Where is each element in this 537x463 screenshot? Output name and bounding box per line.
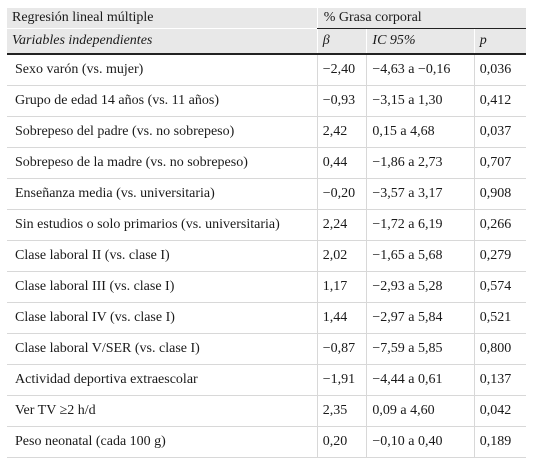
table-row: Sexo varón (vs. mujer) −2,40 −4,63 a −0,16…	[7, 54, 526, 86]
cell-p: 0,189	[473, 426, 526, 458]
cell-p: 0,908	[473, 178, 526, 210]
cell-p: 0,042	[473, 395, 526, 427]
table-row: Ver TV ≥2 h/d 2,35 0,09 a 4,60 0,042	[7, 395, 526, 427]
cell-variable: Grupo de edad 14 años (vs. 11 años)	[7, 85, 318, 117]
cell-p: 0,574	[473, 271, 526, 303]
cell-p: 0,412	[473, 85, 526, 117]
cell-ci: −3,15 a 1,30	[366, 85, 475, 117]
cell-variable: Clase laboral IV (vs. clase I)	[7, 302, 318, 334]
cell-beta: 1,44	[316, 302, 367, 334]
cell-beta: 1,17	[316, 271, 367, 303]
table-row: Peso neonatal (cada 100 g) 0,20 −0,10 a 0,…	[7, 426, 526, 458]
cell-beta: 0,44	[316, 147, 367, 179]
table-row: Clase laboral II (vs. clase I) 2,02 −1,65 …	[7, 240, 526, 272]
cell-ci: −3,57 a 3,17	[366, 178, 475, 210]
header-columns-row: Variables independientes β IC 95% p	[7, 28, 526, 55]
cell-ci: −1,72 a 6,19	[366, 209, 475, 241]
cell-variable: Actividad deportiva extraescolar	[7, 364, 318, 396]
col-header-variables: Variables independientes	[7, 28, 318, 55]
cell-beta: 2,35	[316, 395, 367, 427]
cell-p: 0,707	[473, 147, 526, 179]
regression-table: Regresión lineal múltiple % Grasa corpor…	[7, 8, 526, 458]
header-group-row: Regresión lineal múltiple % Grasa corpor…	[7, 8, 526, 29]
col-header-p: p	[473, 28, 526, 55]
cell-beta: −2,40	[316, 54, 367, 86]
cell-beta: 2,02	[316, 240, 367, 272]
table-row: Sin estudios o solo primarios (vs. unive…	[7, 209, 526, 241]
cell-beta: −0,87	[316, 333, 367, 365]
cell-variable: Ver TV ≥2 h/d	[7, 395, 318, 427]
cell-p: 0,266	[473, 209, 526, 241]
cell-variable: Clase laboral II (vs. clase I)	[7, 240, 318, 272]
cell-ci: −4,63 a −0,16	[366, 54, 475, 86]
cell-variable: Sexo varón (vs. mujer)	[7, 54, 318, 86]
header-group-left: Regresión lineal múltiple	[7, 8, 318, 29]
cell-ci: −2,97 a 5,84	[366, 302, 475, 334]
cell-beta: −0,93	[316, 85, 367, 117]
cell-ci: −4,44 a 0,61	[366, 364, 475, 396]
table-row: Sobrepeso de la madre (vs. no sobrepeso)…	[7, 147, 526, 179]
table-row: Grupo de edad 14 años (vs. 11 años) −0,93…	[7, 85, 526, 117]
col-header-beta: β	[316, 28, 367, 55]
cell-variable: Sobrepeso de la madre (vs. no sobrepeso)	[7, 147, 318, 179]
cell-ci: −2,93 a 5,28	[366, 271, 475, 303]
table-row: Clase laboral IV (vs. clase I) 1,44 −2,97 …	[7, 302, 526, 334]
header-group-right: % Grasa corporal	[316, 8, 526, 29]
table-row: Clase laboral III (vs. clase I) 1,17 −2,93…	[7, 271, 526, 303]
cell-ci: −7,59 a 5,85	[366, 333, 475, 365]
table-row: Enseñanza media (vs. universitaria) −0,20…	[7, 178, 526, 210]
table-row: Clase laboral V/SER (vs. clase I) −0,87 −7…	[7, 333, 526, 365]
cell-beta: −0,20	[316, 178, 367, 210]
cell-p: 0,037	[473, 116, 526, 148]
table-row: Sobrepeso del padre (vs. no sobrepeso) 2,…	[7, 116, 526, 148]
cell-ci: 0,15 a 4,68	[366, 116, 475, 148]
cell-variable: Clase laboral V/SER (vs. clase I)	[7, 333, 318, 365]
cell-beta: 0,20	[316, 426, 367, 458]
cell-beta: 2,42	[316, 116, 367, 148]
cell-ci: −1,86 a 2,73	[366, 147, 475, 179]
cell-p: 0,521	[473, 302, 526, 334]
cell-variable: Enseñanza media (vs. universitaria)	[7, 178, 318, 210]
cell-p: 0,279	[473, 240, 526, 272]
cell-ci: −1,65 a 5,68	[366, 240, 475, 272]
col-header-ci: IC 95%	[366, 28, 475, 55]
cell-variable: Sobrepeso del padre (vs. no sobrepeso)	[7, 116, 318, 148]
cell-p: 0,036	[473, 54, 526, 86]
cell-beta: −1,91	[316, 364, 367, 396]
cell-ci: −0,10 a 0,40	[366, 426, 475, 458]
cell-p: 0,137	[473, 364, 526, 396]
cell-variable: Peso neonatal (cada 100 g)	[7, 426, 318, 458]
table-row: Actividad deportiva extraescolar −1,91 −4,…	[7, 364, 526, 396]
cell-variable: Clase laboral III (vs. clase I)	[7, 271, 318, 303]
cell-variable: Sin estudios o solo primarios (vs. unive…	[7, 209, 318, 241]
cell-beta: 2,24	[316, 209, 367, 241]
cell-ci: 0,09 a 4,60	[366, 395, 475, 427]
cell-p: 0,800	[473, 333, 526, 365]
